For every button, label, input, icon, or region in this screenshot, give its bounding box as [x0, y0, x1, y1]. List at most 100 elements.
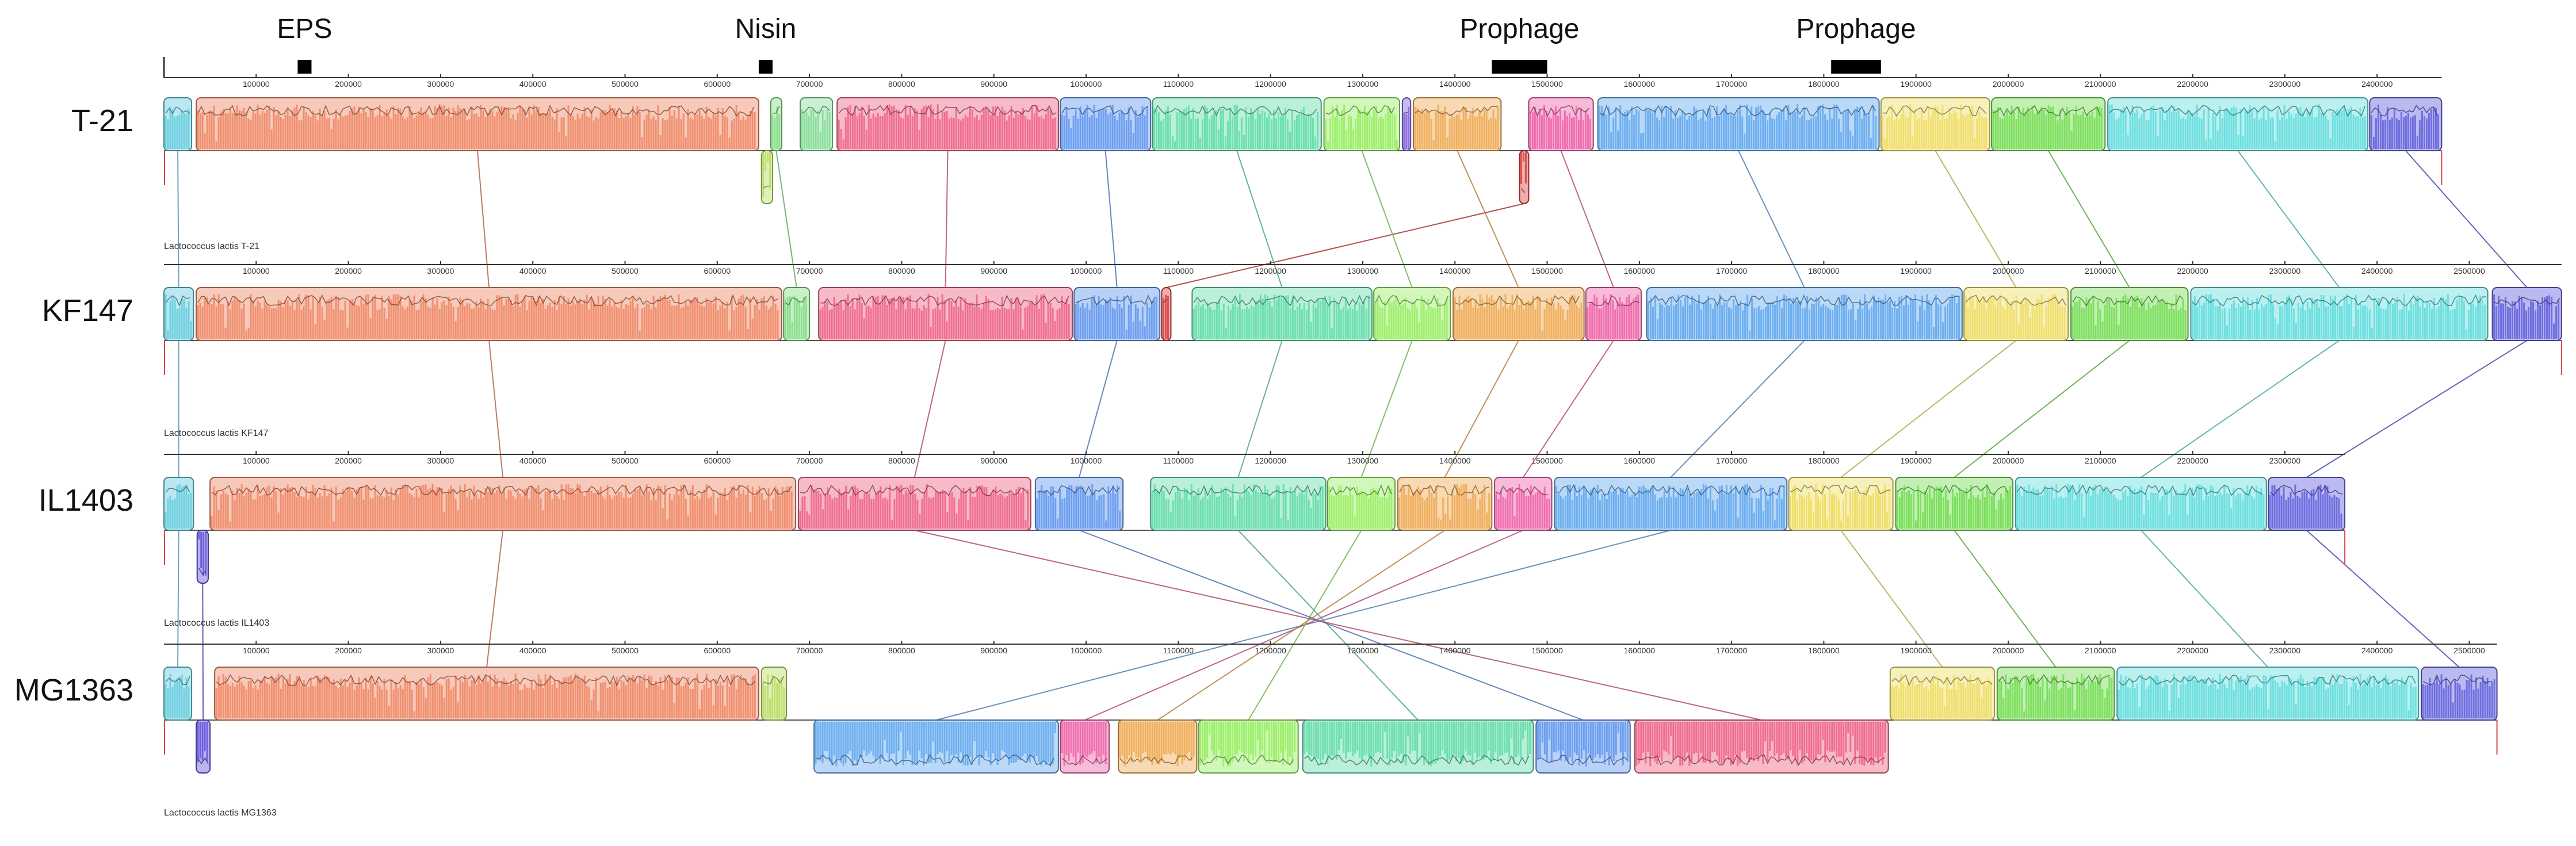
lcb-block-b4[interactable] [760, 150, 773, 204]
genome-label: T-21 [71, 104, 133, 138]
ruler-tick-label: 1200000 [1255, 79, 1286, 89]
ruler-tick-label: 700000 [796, 79, 823, 89]
lcb-block-b19[interactable] [2421, 667, 2498, 721]
lcb-block-b1[interactable] [163, 477, 194, 531]
ruler-tick-label: 700000 [796, 266, 823, 275]
ruler-tick-label: 2400000 [2361, 266, 2393, 275]
lcb-block-b1[interactable] [163, 287, 194, 341]
lcb-block-b2[interactable] [196, 719, 211, 774]
ruler-tick-label: 600000 [704, 646, 731, 655]
lcb-block-b7[interactable] [797, 477, 1031, 531]
lcb-block-b11[interactable] [1401, 97, 1412, 151]
ruler-tick-label: 1300000 [1347, 456, 1379, 465]
ruler-tick-label: 1500000 [1531, 79, 1563, 89]
ruler-tick-label: 200000 [335, 79, 362, 89]
ruler-tick-label: 1700000 [1716, 646, 1748, 655]
lcb-block-b10[interactable] [1373, 287, 1451, 341]
lcb-block-b14[interactable] [1585, 287, 1642, 341]
ruler-tick-label: 800000 [888, 456, 915, 465]
ruler-tick-label: 2400000 [2361, 646, 2393, 655]
lcb-block-b19[interactable] [2491, 287, 2562, 341]
lcb-block-b16[interactable] [1880, 97, 1990, 151]
lcb-block-b12[interactable] [1452, 287, 1585, 341]
lcb-block-b15[interactable] [1554, 477, 1788, 531]
lcb-block-b10[interactable] [1323, 97, 1401, 151]
lcb-block-b10[interactable] [1198, 719, 1299, 774]
lcb-block-b17[interactable] [1895, 477, 2014, 531]
ruler-tick-label: 2200000 [2177, 266, 2208, 275]
lcb-block-b17[interactable] [2070, 287, 2189, 341]
lcb-block-b8[interactable] [1034, 477, 1124, 531]
lcb-block-b17[interactable] [1991, 97, 2106, 151]
ruler-tick-label: 1600000 [1624, 646, 1656, 655]
lcb-block-b16[interactable] [1788, 477, 1894, 531]
lcb-block-b14[interactable] [1528, 97, 1594, 151]
ruler-tick-label: 1800000 [1808, 79, 1840, 89]
lcb-block-b3[interactable] [214, 667, 759, 721]
homology-link-b10 [1248, 530, 1362, 721]
lcb-block-b17[interactable] [1996, 667, 2115, 721]
homology-connector-lines [177, 150, 2528, 721]
lcb-block-b18[interactable] [2107, 97, 2369, 151]
lcb-block-b13[interactable] [1161, 287, 1172, 341]
lcb-block-b6[interactable] [800, 97, 834, 151]
lcb-block-b1[interactable] [163, 667, 193, 721]
lcb-block-b15[interactable] [1646, 287, 1963, 341]
lcb-block-b19[interactable] [2369, 97, 2443, 151]
ruler-tick-label: 800000 [888, 266, 915, 275]
lcb-block-b4[interactable] [760, 667, 788, 721]
lcb-block-b15[interactable] [813, 719, 1059, 774]
lcb-block-b7[interactable] [1634, 719, 1889, 774]
lcb-block-b9[interactable] [1152, 97, 1322, 151]
ruler-tick-label: 1100000 [1163, 266, 1194, 275]
lcb-block-b16[interactable] [1963, 287, 2069, 341]
annotation-track: EPS Nisin Prophage Prophage [277, 14, 1916, 74]
ruler-tick-label: 200000 [335, 646, 362, 655]
ruler-tick-label: 100000 [243, 79, 270, 89]
genome-tracks: 100000 200000 300000 400000 500000 600000 7000… [14, 57, 2562, 818]
ruler-tick-label: 300000 [427, 456, 454, 465]
lcb-block-b18[interactable] [2015, 477, 2267, 531]
lcb-block-b5[interactable] [783, 287, 811, 341]
lcb-block-b8[interactable] [1060, 97, 1152, 151]
ruler-tick-label: 2200000 [2177, 646, 2208, 655]
genome-track-il1403: 100000 200000 300000 400000 500000 600000 7000… [39, 451, 2346, 628]
homology-link-b2 [202, 583, 204, 721]
ruler-tick-label: 500000 [611, 646, 639, 655]
lcb-block-b7[interactable] [818, 287, 1073, 341]
lcb-block-b1[interactable] [163, 97, 193, 151]
lcb-block-b19[interactable] [2268, 477, 2346, 531]
annotation-marker-3 [1831, 60, 1881, 74]
lcb-block-b5[interactable] [770, 97, 783, 151]
lcb-block-b3[interactable] [196, 287, 783, 341]
lcb-block-b14[interactable] [1060, 719, 1110, 774]
homology-link-b13 [1166, 203, 1524, 288]
lcb-block-b3[interactable] [196, 97, 759, 151]
lcb-block-b12[interactable] [1118, 719, 1198, 774]
ruler-tick-label: 2000000 [1993, 456, 2024, 465]
lcb-block-b9[interactable] [1150, 477, 1327, 531]
ruler-tick-label: 1800000 [1808, 456, 1840, 465]
lcb-block-b12[interactable] [1397, 477, 1493, 531]
ruler-tick-label: 1500000 [1531, 456, 1563, 465]
lcb-block-b10[interactable] [1327, 477, 1396, 531]
lcb-block-b12[interactable] [1413, 97, 1502, 151]
lcb-block-b7[interactable] [836, 97, 1059, 151]
lcb-block-b15[interactable] [1597, 97, 1880, 151]
lcb-block-b8[interactable] [1535, 719, 1631, 774]
ruler-tick-label: 1600000 [1624, 79, 1656, 89]
ruler-tick-label: 2100000 [2085, 79, 2116, 89]
lcb-block-b3[interactable] [209, 477, 797, 531]
annotation-label-2: Prophage [1459, 14, 1579, 44]
annotation-label-0: EPS [277, 14, 332, 44]
ruler-tick-label: 600000 [704, 79, 731, 89]
lcb-block-b14[interactable] [1494, 477, 1553, 531]
lcb-block-b18[interactable] [2190, 287, 2489, 341]
lcb-block-b9[interactable] [1191, 287, 1373, 341]
lcb-block-b13[interactable] [1519, 150, 1530, 204]
lcb-block-b2[interactable] [196, 530, 209, 584]
lcb-block-b18[interactable] [2116, 667, 2420, 721]
lcb-block-b8[interactable] [1073, 287, 1161, 341]
lcb-block-b9[interactable] [1302, 719, 1534, 774]
lcb-block-b16[interactable] [1889, 667, 1995, 721]
